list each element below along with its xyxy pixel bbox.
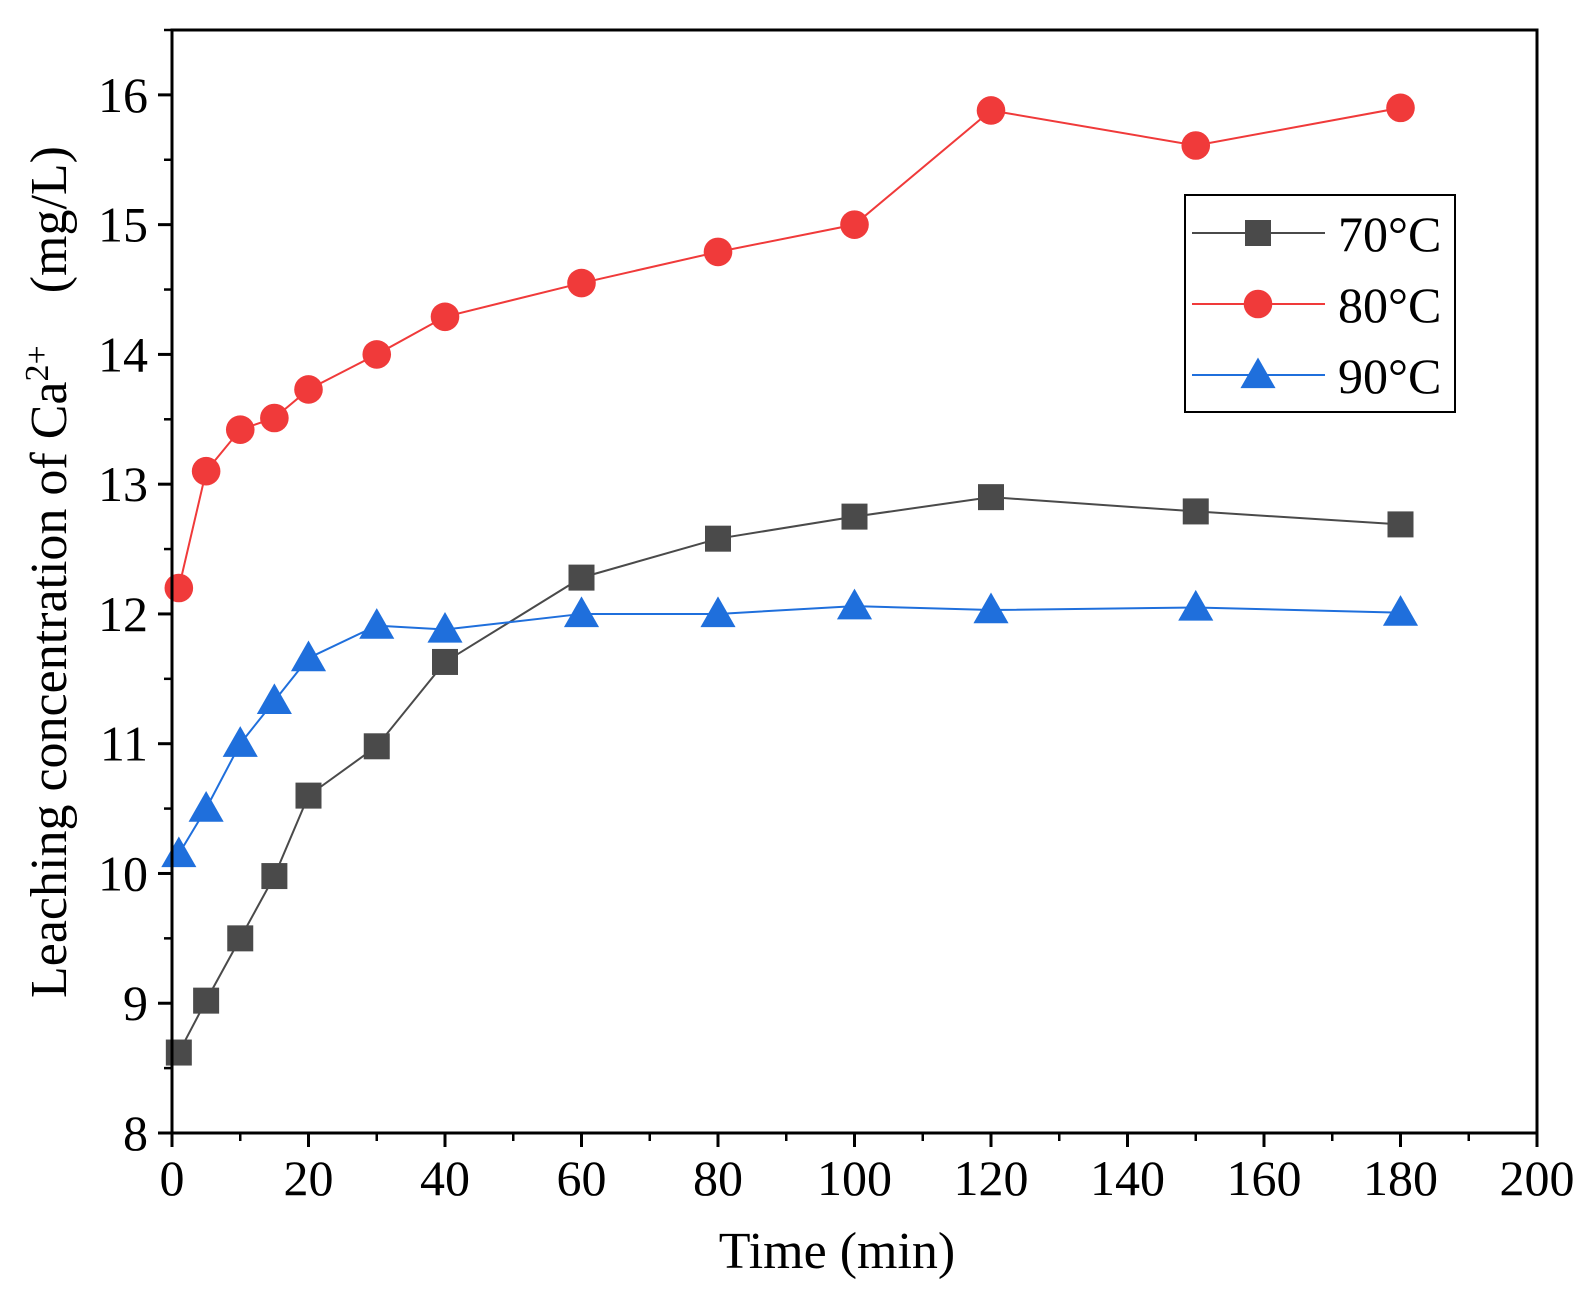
y-tick-label: 10 (98, 845, 148, 901)
data-point-square (978, 484, 1004, 511)
data-point-square (432, 648, 458, 675)
data-point-circle (362, 340, 392, 369)
data-point-triangle (359, 608, 395, 639)
x-tick-label: 40 (420, 1150, 470, 1206)
data-point-triangle (1382, 595, 1419, 626)
legend-marker (1243, 289, 1273, 319)
data-point-triangle (563, 596, 600, 628)
data-point-square (227, 925, 254, 952)
data-point-circle (225, 415, 255, 444)
data-point-triangle (188, 791, 224, 822)
data-point-square (193, 987, 220, 1014)
y-axis-title-superscript: 2+ (19, 345, 56, 381)
data-point-square (295, 782, 322, 809)
data-point-circle (567, 268, 596, 298)
legend-label: 80°C (1338, 277, 1441, 333)
data-point-triangle (700, 596, 736, 628)
x-tick-label: 20 (284, 1150, 334, 1206)
legend: 70°C 80°C 90°C (1184, 194, 1456, 413)
x-tick-label: 140 (1090, 1150, 1165, 1206)
legend-label: 70°C (1338, 206, 1441, 262)
data-point-square (1182, 498, 1209, 525)
data-point-square (841, 503, 868, 530)
series-line-2 (177, 605, 1401, 855)
data-point-triangle (427, 611, 463, 643)
x-tick-label: 60 (557, 1150, 607, 1206)
y-tick-label: 12 (98, 586, 148, 642)
data-point-triangle (290, 640, 327, 672)
data-point-circle (294, 375, 323, 404)
x-tick-label: 120 (954, 1150, 1029, 1206)
y-axis-title-units: (mg/L) (21, 146, 78, 345)
y-tick-label: 11 (100, 716, 148, 772)
y-tick-label: 15 (98, 197, 148, 253)
x-tick-label: 100 (817, 1150, 892, 1206)
legend-label: 90°C (1338, 348, 1441, 404)
data-point-square (363, 733, 390, 760)
legend-marker (1240, 357, 1276, 389)
data-point-square (1387, 511, 1414, 538)
data-point-square (705, 525, 731, 552)
data-point-triangle (222, 726, 258, 757)
x-axis-title: Time (min) (719, 1223, 955, 1280)
data-point-triangle (161, 836, 197, 868)
data-point-square (261, 863, 288, 890)
data-point-square (568, 564, 595, 591)
data-point-triangle (973, 592, 1009, 624)
data-point-circle (1181, 131, 1211, 160)
x-tick-label: 200 (1500, 1150, 1575, 1206)
x-tick-label: 80 (693, 1150, 743, 1206)
data-point-circle (260, 403, 289, 433)
y-axis-title-main: Leaching concentration of Ca (21, 381, 78, 998)
data-point-circle (430, 302, 460, 332)
data-point-triangle (256, 683, 292, 715)
data-point-circle (840, 210, 869, 239)
series-markers (161, 93, 1419, 1066)
data-point-circle (703, 237, 733, 267)
y-tick-label: 9 (123, 975, 148, 1031)
y-tick-label: 16 (98, 67, 148, 123)
x-tick-label: 180 (1363, 1150, 1438, 1206)
data-point-circle (976, 96, 1006, 125)
x-axis: 0 20 40 60 80 100 120 140 160 180 200 (160, 1133, 1575, 1206)
y-tick-label: 13 (98, 456, 148, 512)
legend-marker (1245, 220, 1271, 246)
data-point-circle (1386, 93, 1415, 123)
x-tick-label: 160 (1227, 1150, 1302, 1206)
series-line-0 (177, 496, 1401, 1054)
data-point-circle (191, 456, 221, 486)
y-axis-title: Leaching concentration of Ca2+ (mg/L) (19, 146, 79, 998)
data-point-triangle (836, 588, 873, 620)
y-axis: 8 9 10 11 12 13 14 15 16 (98, 28, 172, 1161)
y-tick-label: 8 (123, 1105, 148, 1161)
data-point-circle (164, 573, 194, 603)
x-tick-label: 0 (160, 1150, 185, 1206)
data-point-square (165, 1039, 192, 1066)
data-point-triangle (1178, 589, 1214, 621)
y-tick-label: 14 (98, 326, 148, 382)
